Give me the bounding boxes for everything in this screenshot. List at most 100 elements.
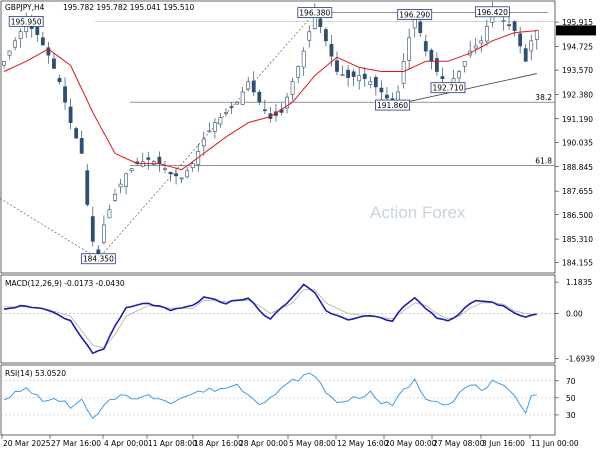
candle-body	[107, 209, 112, 219]
candle-body	[246, 81, 251, 90]
time-tick-label: 3 Jun 16:00	[482, 439, 525, 448]
candle-body	[379, 87, 384, 93]
price-tick-label: 188.845	[562, 163, 593, 172]
price-tick-label: 186.500	[562, 211, 593, 220]
time-tick-label: 20 Mar 2025	[3, 439, 51, 448]
candle-body	[201, 138, 206, 147]
candle-body	[151, 161, 156, 165]
price-label-box	[474, 6, 510, 18]
candle-body	[479, 40, 484, 44]
candle-body	[2, 60, 6, 66]
price-panel: 38.2 61.8 195.950 184.350 196.380 191.860 196.…	[0, 1, 596, 268]
candle-body	[440, 76, 445, 79]
candle-body	[407, 37, 412, 61]
candle-body	[52, 58, 56, 69]
current-price-text: 195.510	[562, 26, 593, 35]
price-tick-label: 184.155	[562, 259, 593, 268]
price-label-box	[397, 9, 433, 20]
candle-body	[434, 58, 439, 72]
rsi-panel: 70 50 30	[1, 372, 576, 420]
candle-body	[351, 71, 356, 77]
candle-body	[224, 112, 228, 114]
candle-body	[462, 60, 467, 67]
candle-body	[301, 50, 306, 68]
candle-body	[218, 117, 223, 125]
candle-body	[113, 193, 117, 201]
price-panel-frame	[0, 0, 556, 274]
fib-level-label: 38.2	[535, 93, 552, 102]
ohlc-readout: 195.782 195.782 195.041 195.510	[63, 3, 194, 12]
price-label-text: 196.380	[299, 9, 330, 18]
candle-body	[290, 81, 295, 95]
candle-body	[40, 37, 45, 46]
candle-body	[357, 75, 362, 82]
rsi-tick-label: 70	[566, 377, 576, 386]
macd-line	[3, 283, 537, 355]
candle-body	[318, 18, 323, 28]
candle-body	[240, 91, 245, 105]
rsi-panel-frame	[0, 364, 556, 436]
candle-body	[85, 170, 90, 205]
moving-average-line	[3, 30, 537, 171]
candle-body	[157, 156, 162, 164]
macd-tick-label: -1.6939	[566, 355, 595, 364]
candle-body	[346, 69, 351, 78]
candle-body	[423, 41, 428, 52]
time-tick-label: 27 May 08:00	[433, 439, 485, 448]
candle-body	[501, 20, 506, 22]
candle-body	[385, 94, 389, 99]
candle-body	[307, 31, 312, 41]
candle-body	[512, 21, 517, 31]
candle-body	[63, 86, 67, 103]
price-label-box	[430, 82, 466, 94]
price-label-text: 195.950	[11, 17, 42, 26]
price-label-text: 196.290	[399, 10, 430, 19]
candle-body	[124, 173, 129, 187]
time-tick-label: 27 Mar 16:00	[51, 439, 101, 448]
projection-line	[98, 12, 316, 259]
fib-level-label: 61.8	[535, 157, 552, 166]
candle-body	[523, 48, 528, 62]
macd-panel-frame	[0, 274, 556, 364]
candle-body	[7, 50, 12, 56]
candle-body	[74, 128, 79, 139]
rsi-tick-label: 30	[566, 411, 576, 420]
candle-body	[235, 101, 240, 105]
candle-body	[335, 60, 339, 72]
candle-body	[518, 33, 523, 47]
candle-body	[179, 177, 184, 180]
candle-body	[18, 31, 23, 39]
price-panel-title: GBPJPY,H4	[5, 3, 45, 12]
candle-body	[68, 106, 73, 123]
price-tick-label: 185.310	[562, 235, 593, 244]
candle-body	[368, 81, 373, 86]
candle-body	[507, 24, 511, 27]
time-tick-label: 12 May 16:00	[337, 439, 389, 448]
candle-body	[13, 40, 18, 48]
time-tick-label: 28 Apr 00:00	[239, 439, 288, 448]
price-label-text: 184.350	[83, 255, 114, 264]
candle-body	[401, 60, 406, 84]
macd-tick-label: 0.00	[566, 310, 583, 319]
price-label-box	[80, 253, 116, 265]
candle-body	[129, 168, 134, 172]
candle-body	[163, 168, 167, 171]
candle-body	[429, 49, 434, 62]
candle-body	[46, 47, 51, 56]
candle-body	[473, 45, 478, 49]
candle-body	[373, 77, 378, 88]
time-tick-label: 5 May 08:00	[289, 439, 336, 448]
price-label-text: 191.860	[377, 101, 408, 110]
candle-body	[340, 74, 345, 76]
candle-body	[35, 26, 40, 35]
candle-body	[418, 21, 423, 34]
candle-body	[484, 26, 489, 42]
candle-body	[529, 40, 534, 52]
candle-body	[146, 157, 151, 160]
price-label-text: 192.710	[432, 84, 463, 93]
price-tick-label: 194.725	[562, 42, 593, 51]
x-axis: 20 Mar 2025 27 Mar 16:00 4 Apr 00:00 11 Apr…	[1, 435, 579, 448]
price-label-box	[8, 15, 44, 27]
macd-panel-title: MACD(12,26,9) -0.0173 -0.0430	[5, 279, 125, 288]
